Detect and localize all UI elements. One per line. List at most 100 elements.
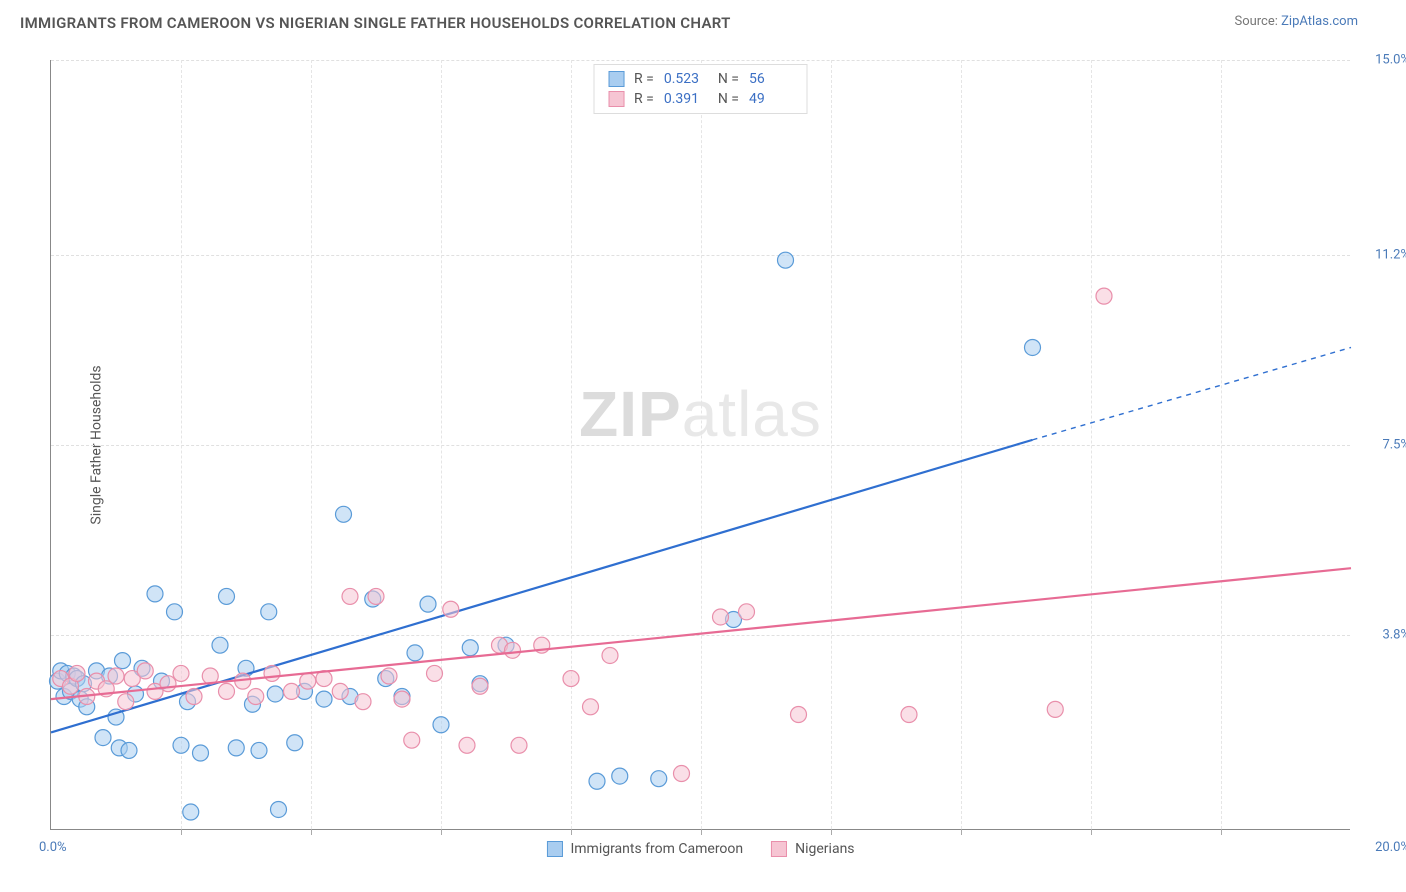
scatter-point — [368, 588, 384, 604]
scatter-point — [287, 735, 303, 751]
scatter-point — [1096, 288, 1112, 304]
scatter-point — [219, 588, 235, 604]
scatter-point — [300, 673, 316, 689]
scatter-point — [901, 707, 917, 723]
scatter-point — [651, 771, 667, 787]
scatter-point — [355, 694, 371, 710]
scatter-point — [108, 668, 124, 684]
bottom-legend: Immigrants from Cameroon Nigerians — [546, 841, 854, 857]
y-tick-label: 15.0% — [1375, 53, 1406, 68]
r-value-2: 0.391 — [664, 91, 708, 107]
scatter-point — [332, 683, 348, 699]
y-tick-label: 3.8% — [1382, 627, 1406, 642]
x-tick — [961, 829, 962, 835]
scatter-point — [316, 691, 332, 707]
scatter-point — [248, 689, 264, 705]
scatter-svg — [51, 60, 1350, 829]
scatter-point — [118, 694, 134, 710]
chart-title: IMMIGRANTS FROM CAMEROON VS NIGERIAN SIN… — [20, 14, 731, 32]
r-label: R = — [634, 71, 654, 87]
legend-item-1: Immigrants from Cameroon — [546, 841, 743, 857]
scatter-point — [427, 665, 443, 681]
scatter-point — [583, 699, 599, 715]
swatch-series2 — [608, 91, 624, 107]
legend-swatch-2 — [771, 841, 787, 857]
x-tick — [1221, 829, 1222, 835]
scatter-point — [505, 642, 521, 658]
scatter-point — [404, 732, 420, 748]
trend-line — [51, 440, 1033, 733]
scatter-point — [589, 773, 605, 789]
x-tick — [311, 829, 312, 835]
scatter-point — [193, 745, 209, 761]
scatter-point — [183, 804, 199, 820]
x-min-label: 0.0% — [39, 840, 67, 855]
scatter-point — [219, 683, 235, 699]
x-max-label: 20.0% — [1375, 840, 1406, 855]
n-label: N = — [718, 71, 739, 87]
scatter-point — [791, 707, 807, 723]
scatter-point — [433, 717, 449, 733]
x-tick — [1091, 829, 1092, 835]
scatter-point — [228, 740, 244, 756]
source-link[interactable]: ZipAtlas.com — [1281, 14, 1358, 29]
x-tick — [831, 829, 832, 835]
scatter-point — [1047, 701, 1063, 717]
scatter-point — [173, 665, 189, 681]
scatter-point — [407, 645, 423, 661]
trend-line — [51, 568, 1351, 699]
r-label: R = — [634, 91, 654, 107]
scatter-point — [462, 640, 478, 656]
x-tick — [571, 829, 572, 835]
scatter-point — [186, 689, 202, 705]
scatter-point — [443, 601, 459, 617]
y-tick-label: 11.2% — [1375, 248, 1406, 263]
scatter-point — [612, 768, 628, 784]
scatter-point — [264, 665, 280, 681]
scatter-point — [69, 665, 85, 681]
legend-item-2: Nigerians — [771, 841, 854, 857]
scatter-point — [121, 742, 137, 758]
scatter-point — [336, 506, 352, 522]
scatter-point — [212, 637, 228, 653]
stats-row-1: R = 0.523 N = 56 — [594, 69, 807, 89]
legend-swatch-1 — [546, 841, 562, 857]
scatter-point — [381, 668, 397, 684]
scatter-point — [459, 737, 475, 753]
y-tick-label: 7.5% — [1382, 438, 1406, 453]
x-tick — [441, 829, 442, 835]
scatter-point — [602, 647, 618, 663]
scatter-point — [261, 604, 277, 620]
stats-box: R = 0.523 N = 56 R = 0.391 N = 49 — [593, 64, 808, 114]
n-value-2: 49 — [749, 91, 793, 107]
scatter-point — [267, 686, 283, 702]
n-value-1: 56 — [749, 71, 793, 87]
legend-label-2: Nigerians — [795, 841, 854, 857]
source-attribution: Source: ZipAtlas.com — [1234, 14, 1358, 29]
scatter-point — [137, 663, 153, 679]
scatter-point — [342, 588, 358, 604]
r-value-1: 0.523 — [664, 71, 708, 87]
scatter-point — [251, 742, 267, 758]
scatter-point — [271, 801, 287, 817]
scatter-point — [173, 737, 189, 753]
scatter-point — [284, 683, 300, 699]
stats-row-2: R = 0.391 N = 49 — [594, 89, 807, 109]
scatter-point — [713, 609, 729, 625]
n-label: N = — [718, 91, 739, 107]
scatter-point — [511, 737, 527, 753]
scatter-point — [420, 596, 436, 612]
scatter-point — [563, 671, 579, 687]
scatter-point — [472, 678, 488, 694]
scatter-point — [778, 252, 794, 268]
scatter-point — [160, 676, 176, 692]
legend-label-1: Immigrants from Cameroon — [570, 841, 743, 857]
scatter-point — [739, 604, 755, 620]
scatter-point — [394, 691, 410, 707]
trend-line-dashed — [1033, 347, 1352, 439]
x-tick — [181, 829, 182, 835]
swatch-series1 — [608, 71, 624, 87]
source-prefix: Source: — [1234, 14, 1281, 29]
scatter-point — [1025, 339, 1041, 355]
scatter-point — [167, 604, 183, 620]
